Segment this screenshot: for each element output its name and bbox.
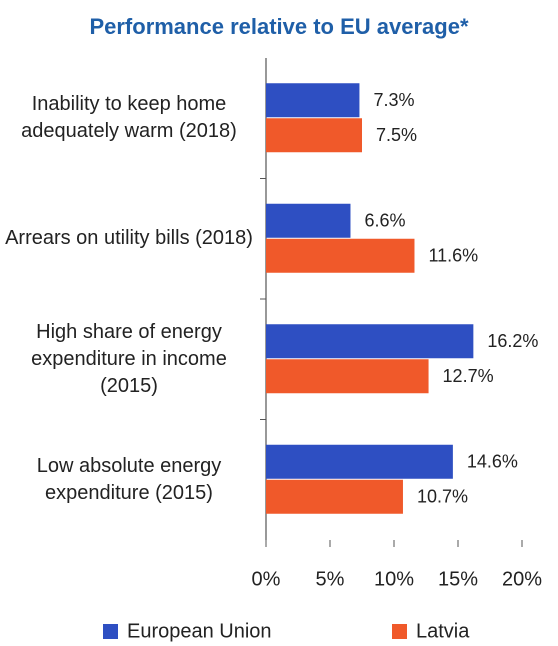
value-label: 12.7% (443, 366, 494, 386)
x-tick-label: 10% (374, 568, 414, 590)
y-tick-label: Low absolute energy expenditure (2015) (36, 454, 222, 504)
x-tick-label: 20% (502, 568, 542, 590)
bar (266, 479, 403, 514)
bar (266, 324, 474, 359)
bar (266, 118, 362, 153)
legend-swatch (103, 624, 118, 639)
y-tick-label: High share of energy expenditure in inco… (31, 320, 227, 397)
x-tick-label: 0% (252, 568, 281, 590)
legend-swatch (392, 624, 407, 639)
value-label: 14.6% (467, 452, 518, 472)
x-tick-label: 15% (438, 568, 478, 590)
value-label: 11.6% (428, 246, 478, 266)
chart-title: Performance relative to EU average* (89, 14, 469, 39)
y-tick-label: Arrears on utility bills (2018) (5, 227, 253, 249)
bar (266, 444, 453, 479)
bar (266, 83, 360, 118)
x-tick-label: 5% (316, 568, 345, 590)
bar (266, 359, 429, 394)
legend-label: Latvia (416, 620, 470, 642)
legend-label: European Union (127, 620, 272, 642)
y-tick-label: Inability to keep home adequately warm (… (21, 93, 237, 142)
value-label: 6.6% (364, 211, 405, 231)
bar (266, 238, 415, 273)
value-label: 16.2% (487, 331, 538, 351)
bar (266, 203, 351, 238)
value-label: 7.3% (373, 90, 414, 110)
value-label: 7.5% (376, 125, 417, 145)
value-label: 10.7% (417, 487, 468, 507)
